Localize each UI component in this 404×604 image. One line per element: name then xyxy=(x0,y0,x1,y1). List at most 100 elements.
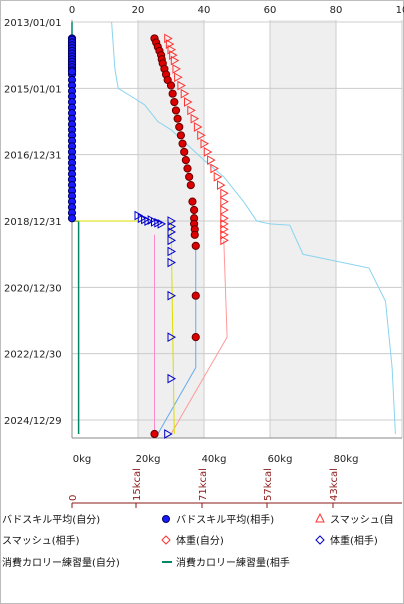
y-tick-label: 2018/12/31 xyxy=(4,217,62,228)
skill-opp-point xyxy=(166,81,176,90)
x-bottom-tick-label: 60kg xyxy=(268,454,293,465)
weight-self-tail-line xyxy=(157,245,197,435)
smash-self-point xyxy=(220,205,229,215)
grid xyxy=(71,20,403,438)
smash-self-point xyxy=(180,88,190,99)
series-marks xyxy=(67,33,229,439)
smash-self-point xyxy=(187,105,196,116)
smash-self-point xyxy=(220,229,229,240)
weight-opp-point xyxy=(167,373,177,384)
legend-label: バドスキル平均(自分) xyxy=(2,513,100,526)
smash-self-point xyxy=(220,219,229,229)
skill-opp-point xyxy=(190,205,199,215)
kcal-tick-label: 71kcal xyxy=(198,468,209,501)
weight-opp-point xyxy=(164,429,173,439)
legend-marker xyxy=(315,535,325,545)
skill-self-point xyxy=(67,67,77,76)
weight-opp-point xyxy=(167,257,177,268)
legend-label: 体重(自分) xyxy=(176,534,224,547)
smash-self-point xyxy=(193,122,203,132)
kcal-tick-label: 57kcal xyxy=(263,468,274,501)
smash-self-point xyxy=(174,72,183,83)
x-top-tick-label: 60 xyxy=(264,5,277,16)
skill-opp-point xyxy=(191,333,200,342)
weight-opp-point xyxy=(167,332,177,342)
smash-self-point xyxy=(197,130,206,141)
axes xyxy=(71,20,402,439)
skill-opp-point xyxy=(190,230,199,239)
smash-self-point xyxy=(164,33,173,44)
skill-opp-point xyxy=(171,106,181,115)
weight-opp-point xyxy=(157,219,167,229)
smash-self-point xyxy=(167,44,177,55)
kcal-tick-label: 43kcal xyxy=(329,468,340,501)
smash-self-point xyxy=(220,188,229,199)
skill-opp-point xyxy=(181,156,190,165)
skill-opp-point xyxy=(180,147,189,157)
legend-label: 消費カロリー練習量(自分) xyxy=(2,556,120,569)
x-bottom-tick-label: 0kg xyxy=(73,454,92,465)
legend-marker xyxy=(315,512,325,523)
x-top-tick-label: 10 xyxy=(396,5,404,16)
smash-self-point xyxy=(220,196,229,207)
x-top-tick-label: 0 xyxy=(69,5,75,16)
x-bottom-tick-label: 20kg xyxy=(136,454,161,465)
legend-label: スマッシュ(相手) xyxy=(2,534,80,547)
legend-marker xyxy=(161,535,171,545)
skill-opp-point xyxy=(173,114,182,123)
smash-self-point xyxy=(203,147,213,157)
legend-label: 消費カロリー練習量(相手 xyxy=(176,556,290,569)
y-tick-label: 2015/01/01 xyxy=(4,84,62,95)
smash-self-point xyxy=(200,138,210,149)
weight-opp-point xyxy=(167,246,177,257)
y-tick-label: 2024/12/29 xyxy=(4,416,62,427)
shaded-band-60-80 xyxy=(270,20,336,438)
weight-opp-point xyxy=(167,235,177,246)
smash-self-point xyxy=(207,155,216,165)
skill-opp-point xyxy=(191,241,200,250)
skill-opp-point xyxy=(170,97,179,107)
x-top-tick-label: 20 xyxy=(132,5,145,16)
tick-labels: 2013/01/01 2015/01/01 2016/12/31 2018/12/31… xyxy=(4,5,404,465)
smash-self-point xyxy=(210,163,219,174)
smash-self-point xyxy=(170,55,180,66)
skill-opp-point xyxy=(168,89,177,98)
smash-self-point xyxy=(217,180,226,190)
y-tick-label: 2016/12/31 xyxy=(4,151,62,162)
skill-self-point xyxy=(67,214,77,223)
skill-opp-point xyxy=(176,131,185,140)
skill-opp-point xyxy=(183,164,192,173)
y-tick-label: 2022/12/30 xyxy=(4,350,62,361)
skill-opp-point xyxy=(191,291,200,300)
x-bottom-tick-label: 80kg xyxy=(334,454,359,465)
calorie-opp-line xyxy=(111,21,396,435)
smash-self-point xyxy=(190,113,200,124)
weight-opp-point xyxy=(167,227,177,237)
kcal-tick-label: 0 xyxy=(68,495,79,501)
skill-opp-point xyxy=(185,172,194,181)
weight-opp-yellow-line xyxy=(170,221,175,435)
smash-self-point xyxy=(220,213,229,224)
legend-marker xyxy=(162,515,170,523)
legend-label: スマッシュ(自 xyxy=(330,513,394,526)
series-lines xyxy=(71,21,396,435)
smash-self-point xyxy=(220,235,229,246)
skill-opp-point xyxy=(188,197,197,206)
legend-label: 体重(相手) xyxy=(330,534,378,547)
skill-opp-point xyxy=(186,181,195,190)
skill-opp-point xyxy=(175,122,184,132)
weight-opp-point xyxy=(167,221,177,232)
legend-label: バドスキル平均(相手) xyxy=(176,513,274,526)
smash-self-point xyxy=(184,97,193,107)
kcal-axis: 0 15kcal 71kcal 57kcal 43kcal xyxy=(68,468,402,508)
weight-opp-point xyxy=(167,290,177,301)
smash-self-point xyxy=(172,64,181,74)
smash-self-point xyxy=(165,39,175,49)
y-tick-label: 2020/12/30 xyxy=(4,283,62,294)
weight-opp-point xyxy=(167,216,177,226)
smash-tail-line xyxy=(170,240,228,435)
x-top-tick-label: 80 xyxy=(330,5,343,16)
smash-self-point xyxy=(220,224,229,235)
